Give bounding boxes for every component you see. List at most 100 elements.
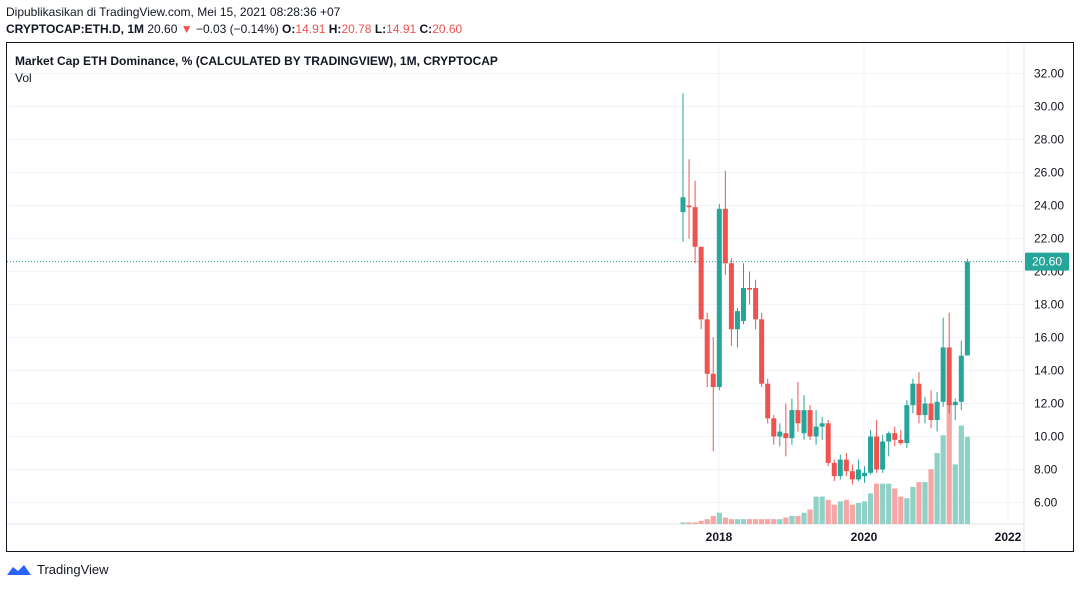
volume-bar xyxy=(807,509,813,524)
tradingview-logo-icon xyxy=(7,564,31,575)
volume-bar xyxy=(789,515,795,524)
volume-bar xyxy=(922,482,928,524)
y-tick-label: 28.00 xyxy=(1034,133,1064,147)
candle-body xyxy=(843,459,849,472)
change-value: −0.03 (−0.14%) xyxy=(195,22,279,36)
volume-bar xyxy=(946,403,952,524)
volume-bar xyxy=(740,519,747,524)
volume-bar xyxy=(777,519,783,524)
volume-bar xyxy=(964,436,970,524)
volume-bar xyxy=(837,501,843,524)
y-tick-label: 14.00 xyxy=(1034,364,1064,378)
x-tick-label: 2018 xyxy=(706,530,733,544)
candle-body xyxy=(831,462,837,477)
volume-bar xyxy=(698,520,704,524)
candle-body xyxy=(934,401,940,420)
candle-body xyxy=(946,347,952,406)
candle-body xyxy=(825,423,831,463)
brand-footer[interactable]: TradingView xyxy=(6,562,109,577)
y-tick-label: 8.00 xyxy=(1034,463,1058,477)
candle-body xyxy=(837,459,843,477)
candle-body xyxy=(801,410,807,434)
volume-bar xyxy=(680,522,686,524)
y-tick-label: 30.00 xyxy=(1034,100,1064,114)
change-arrow-icon: ▼ xyxy=(180,22,193,36)
volume-bar xyxy=(801,512,807,524)
candle-body xyxy=(795,410,801,424)
candle-body xyxy=(777,431,783,437)
open-value: 14.91 xyxy=(295,22,326,36)
volume-bar xyxy=(753,519,759,524)
volume-bar xyxy=(867,493,874,524)
low-value: 14.91 xyxy=(386,22,417,36)
volume-bar xyxy=(710,515,716,524)
y-tick-label: 32.00 xyxy=(1034,67,1064,81)
candle-body xyxy=(904,405,910,444)
high-label: H: xyxy=(328,22,342,36)
volume-bar xyxy=(892,488,898,524)
candle-body xyxy=(874,436,880,470)
candle-body xyxy=(819,423,825,427)
chart-frame xyxy=(6,42,1074,552)
volume-bar xyxy=(928,469,934,524)
volume-bar xyxy=(765,519,771,524)
volume-bar xyxy=(940,435,946,524)
candle-body xyxy=(868,436,874,473)
y-tick-label: 24.00 xyxy=(1034,199,1064,213)
last-price: 20.60 xyxy=(147,22,178,36)
candle-body xyxy=(680,197,686,213)
volume-bar xyxy=(813,496,819,524)
candle-body xyxy=(855,469,861,480)
volume-bar xyxy=(874,483,880,524)
candle-body xyxy=(898,439,904,444)
candle-body xyxy=(916,383,922,416)
candle-body xyxy=(759,319,765,384)
chart-title: Market Cap ETH Dominance, % (CALCULATED … xyxy=(15,54,498,68)
y-tick-label: 6.00 xyxy=(1034,496,1058,510)
volume-bar xyxy=(728,519,734,524)
candle-body xyxy=(952,401,958,406)
volume-bar xyxy=(916,482,922,524)
volume-bar xyxy=(831,504,837,524)
candle-body xyxy=(880,441,886,470)
candle-body xyxy=(747,288,753,290)
volume-bar xyxy=(722,517,728,524)
open-label: O: xyxy=(282,22,296,36)
candle-body xyxy=(849,471,855,480)
candle-body xyxy=(728,263,734,330)
candle-body xyxy=(789,410,795,439)
volume-bar xyxy=(771,519,777,524)
volume-bar xyxy=(759,519,765,524)
volume-bar xyxy=(795,515,801,524)
volume-bar xyxy=(849,504,855,524)
candle-body xyxy=(765,383,771,419)
volume-bar xyxy=(686,522,692,524)
candle-body xyxy=(813,426,819,437)
last-price-badge-label: 20.60 xyxy=(1032,255,1062,269)
volume-bar xyxy=(886,483,892,524)
volume-bar xyxy=(825,499,831,524)
volume-bar xyxy=(843,499,849,524)
x-tick-label: 2020 xyxy=(851,530,878,544)
y-tick-label: 16.00 xyxy=(1034,331,1064,345)
volume-bar xyxy=(934,453,940,524)
volume-label: Vol xyxy=(15,71,32,85)
candle-body xyxy=(704,319,710,374)
volume-bar xyxy=(861,501,868,524)
volume-bar xyxy=(898,496,904,524)
volume-bar xyxy=(783,517,789,524)
candle-body xyxy=(783,433,789,439)
volume-bar xyxy=(704,519,710,524)
candle-body xyxy=(710,373,716,387)
low-label: L: xyxy=(374,22,387,36)
candle-body xyxy=(716,208,722,387)
y-tick-label: 22.00 xyxy=(1034,232,1064,246)
x-tick-label: 2022 xyxy=(995,530,1022,544)
candle-body xyxy=(910,383,916,406)
volume-bar xyxy=(904,498,910,524)
volume-bar xyxy=(716,512,722,524)
y-tick-label: 10.00 xyxy=(1034,430,1064,444)
candle-body xyxy=(741,288,746,321)
candle-body xyxy=(892,433,898,440)
